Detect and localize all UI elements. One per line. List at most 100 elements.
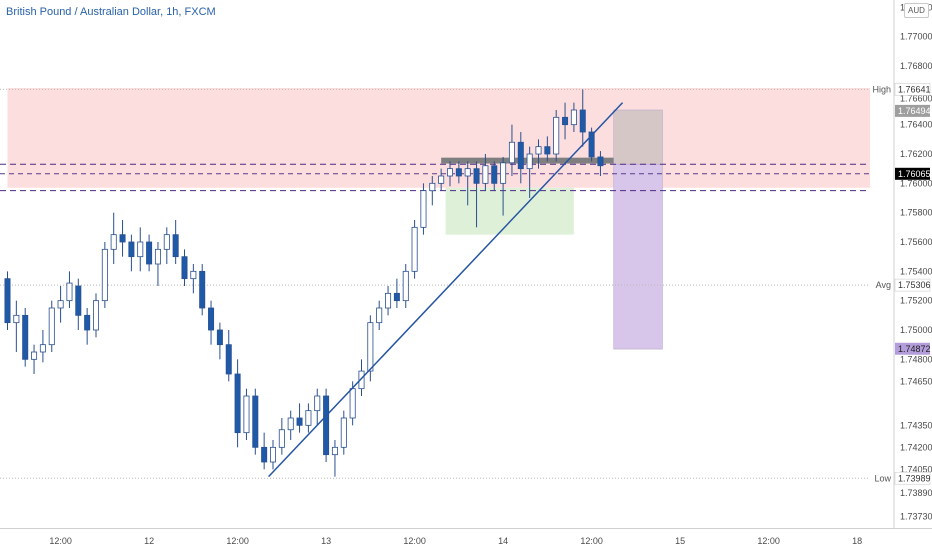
short-target[interactable] (613, 163, 663, 350)
level-tag[interactable] (894, 471, 931, 485)
candle[interactable] (296, 403, 303, 433)
level-tag[interactable] (895, 104, 930, 117)
resistance-zone[interactable] (7, 88, 871, 188)
candle[interactable] (261, 432, 268, 470)
candle[interactable] (393, 278, 400, 308)
candle-body (508, 141, 515, 164)
candle[interactable] (562, 102, 569, 140)
candle-body (588, 131, 595, 158)
candle[interactable] (163, 227, 170, 264)
candle[interactable] (482, 154, 489, 191)
candle[interactable] (385, 286, 392, 316)
candle[interactable] (146, 234, 153, 272)
candle-body (13, 314, 20, 324)
level-tag[interactable] (894, 83, 931, 96)
time-tick-label: 12:00 (226, 536, 249, 546)
candle[interactable] (208, 300, 215, 345)
candle[interactable] (331, 440, 338, 477)
level-value: 1.74872 (898, 344, 931, 354)
candle[interactable] (216, 322, 223, 360)
candle-body (93, 300, 100, 331)
currency-badge[interactable]: AUD (904, 3, 929, 18)
candle-body (464, 168, 471, 177)
candle[interactable] (323, 388, 330, 462)
candle[interactable] (31, 344, 38, 374)
level-name: High (872, 84, 891, 94)
candle[interactable] (119, 220, 126, 257)
candle[interactable] (305, 403, 312, 433)
candle[interactable] (455, 161, 462, 184)
price-tick-label: 1.75000 (900, 325, 932, 335)
candle[interactable] (526, 146, 533, 198)
candle[interactable] (48, 300, 55, 352)
candle[interactable] (243, 388, 250, 440)
candle[interactable] (190, 264, 197, 294)
level-tag[interactable] (894, 278, 931, 292)
candle-body (544, 146, 551, 155)
candle[interactable] (93, 293, 100, 338)
candle[interactable] (464, 161, 471, 206)
candle[interactable] (101, 242, 108, 308)
candle-body (22, 314, 29, 360)
candle-body (101, 248, 108, 302)
candle[interactable] (473, 161, 480, 228)
candle[interactable] (376, 300, 383, 330)
candle[interactable] (500, 156, 507, 216)
candle[interactable] (314, 388, 321, 426)
candle[interactable] (22, 308, 29, 367)
candle[interactable] (75, 278, 82, 330)
candle[interactable] (402, 264, 409, 308)
candle[interactable] (128, 234, 135, 272)
candle[interactable] (446, 161, 453, 187)
candle-body (562, 116, 569, 126)
candle[interactable] (66, 271, 73, 308)
trendline[interactable] (268, 102, 624, 478)
candle[interactable] (13, 300, 20, 352)
candle-body (491, 165, 498, 184)
candle[interactable] (340, 410, 347, 455)
candle[interactable] (278, 418, 285, 455)
candle[interactable] (181, 249, 188, 286)
candle[interactable] (588, 127, 595, 162)
candle[interactable] (110, 212, 117, 264)
candle[interactable] (570, 102, 577, 132)
candle[interactable] (137, 227, 144, 272)
candle[interactable] (199, 264, 206, 316)
candle-body (597, 156, 604, 167)
candle[interactable] (438, 168, 445, 191)
level-value: 1.76065 (898, 169, 931, 179)
candle-body (199, 270, 206, 309)
candle[interactable] (39, 330, 46, 363)
candle-body (154, 248, 161, 265)
candle[interactable] (84, 308, 91, 345)
candle[interactable] (535, 139, 542, 169)
candle[interactable] (252, 388, 259, 455)
candle[interactable] (234, 359, 241, 448)
candle[interactable] (411, 220, 418, 279)
candle[interactable] (597, 151, 604, 176)
candle-body (128, 241, 135, 258)
candle[interactable] (508, 124, 515, 176)
level-tag[interactable] (895, 167, 930, 180)
candle[interactable] (553, 110, 560, 162)
candle[interactable] (225, 330, 232, 382)
candle[interactable] (429, 176, 436, 206)
candle[interactable] (287, 410, 294, 440)
candle[interactable] (491, 161, 498, 191)
candle[interactable] (154, 242, 161, 286)
candle[interactable] (4, 271, 11, 330)
candle[interactable] (172, 220, 179, 264)
candle[interactable] (517, 132, 524, 184)
candle[interactable] (269, 440, 276, 470)
candle[interactable] (57, 286, 64, 323)
candle[interactable] (579, 89, 586, 147)
candle[interactable] (420, 183, 427, 235)
green-box[interactable] (445, 187, 574, 235)
short-stop[interactable] (613, 109, 663, 165)
level-tag[interactable] (895, 342, 930, 355)
candle[interactable] (367, 315, 374, 382)
candle[interactable] (544, 136, 551, 162)
candle-body (66, 282, 73, 302)
